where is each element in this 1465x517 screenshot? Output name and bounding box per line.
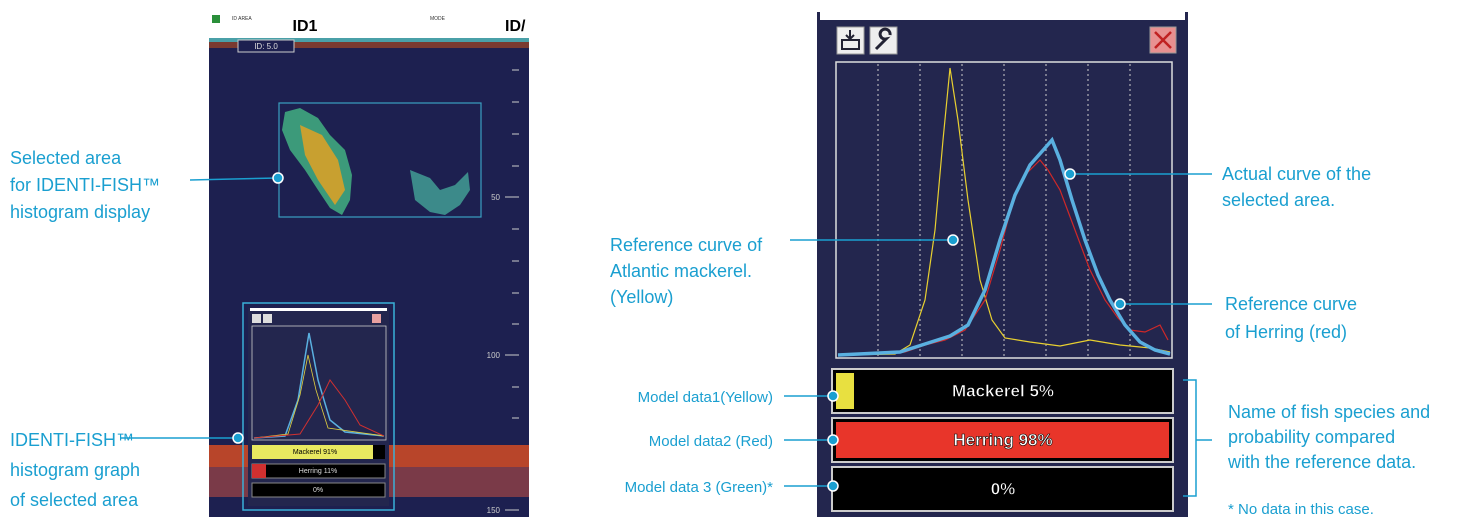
leader-dot	[827, 480, 839, 492]
probability-label: 0%	[991, 479, 1016, 498]
probability-label: Mackerel 5%	[952, 381, 1054, 400]
leader-dot	[1064, 168, 1076, 180]
mini-bar	[251, 482, 386, 498]
mini-panel-frame	[242, 302, 395, 511]
model-label: Model data1(Yellow)	[638, 389, 773, 406]
footnote: * No data in this case.	[1228, 501, 1374, 517]
leader-line	[189, 177, 279, 181]
mode-label: MODE	[430, 16, 446, 22]
leader-dot	[272, 172, 284, 184]
mini-top-bar	[250, 308, 387, 311]
probability-fill	[836, 373, 854, 409]
mini-bar	[252, 445, 385, 459]
mini-bar-fill	[252, 464, 266, 478]
callout-text: probability compared	[1228, 427, 1395, 447]
mini-bar-rest	[373, 445, 385, 459]
actual-curve	[837, 136, 1171, 357]
leader-dot	[827, 390, 839, 402]
callout-text: Actual curve of the	[1222, 164, 1371, 184]
callout-text: Reference curve	[1225, 294, 1357, 314]
mini-bar-label: Mackerel 91%	[293, 449, 337, 456]
callout-text: (Yellow)	[610, 287, 673, 307]
callout-text: selected area.	[1222, 190, 1335, 210]
selection-rect	[278, 102, 482, 218]
callout-text: IDENTI-FISH™	[10, 430, 134, 450]
close-glyph	[1154, 31, 1172, 49]
depth-label: 50	[491, 193, 500, 202]
probability-bar	[831, 466, 1174, 512]
callout-text: for IDENTI-FISH™	[10, 175, 160, 195]
surface-line	[209, 42, 529, 48]
callout-text: of selected area	[10, 490, 139, 510]
status-strip	[209, 38, 529, 42]
range-text: ID: 5.0	[254, 42, 278, 51]
mini-close[interactable]	[372, 314, 381, 323]
leader-dot	[1114, 298, 1126, 310]
model-label: Model data2 (Red)	[649, 433, 773, 450]
mackerel-curve	[837, 67, 1171, 356]
mini-icon[interactable]	[263, 314, 272, 323]
window-top-bar	[820, 12, 1185, 20]
mini-herring-curve	[253, 379, 385, 439]
fish-school	[410, 170, 470, 215]
callout-text: Reference curve of	[610, 235, 763, 255]
callout-text: Name of fish species and	[1228, 402, 1430, 422]
leader-dot	[947, 234, 959, 246]
mini-mackerel-curve	[253, 354, 385, 439]
leader-dot	[232, 432, 244, 444]
graph-dividers	[877, 64, 1131, 356]
callout-text: with the reference data.	[1227, 452, 1416, 472]
mini-bar-label: Herring 11%	[299, 468, 337, 475]
open-glyph	[841, 30, 860, 50]
histogram-window: Mackerel 5% Herring 98% 0%	[817, 12, 1188, 517]
echogram-screen: ID AREA ID1 MODE ID/ ID: 5.0 50 100 150 …	[209, 12, 529, 517]
area-label: ID AREA	[232, 16, 252, 22]
leader-dot	[827, 434, 839, 446]
probability-bar	[831, 368, 1174, 414]
probability-label: Herring 98%	[953, 430, 1052, 449]
range-box	[237, 39, 295, 53]
probability-fill	[836, 422, 1169, 458]
depth-label: 150	[487, 506, 501, 515]
callout-text: Atlantic mackerel.	[610, 261, 752, 281]
depth-label: 100	[487, 351, 501, 360]
callout-text: histogram graph	[10, 460, 140, 480]
id-label: ID1	[293, 18, 318, 35]
callout-text: Selected area	[10, 148, 122, 168]
callout-text: histogram display	[10, 202, 150, 222]
bracket	[1183, 379, 1212, 497]
callout-text: of Herring (red)	[1225, 322, 1347, 342]
mini-icon[interactable]	[252, 314, 261, 323]
model-label: Model data 3 (Green)*	[625, 479, 774, 496]
checkbox[interactable]	[212, 15, 220, 23]
mini-bar-label: 0%	[313, 487, 323, 494]
header-bar	[209, 12, 529, 38]
fish-school-core	[300, 125, 345, 205]
id-label-cut: ID/	[505, 18, 526, 35]
wrench-glyph	[874, 27, 892, 51]
